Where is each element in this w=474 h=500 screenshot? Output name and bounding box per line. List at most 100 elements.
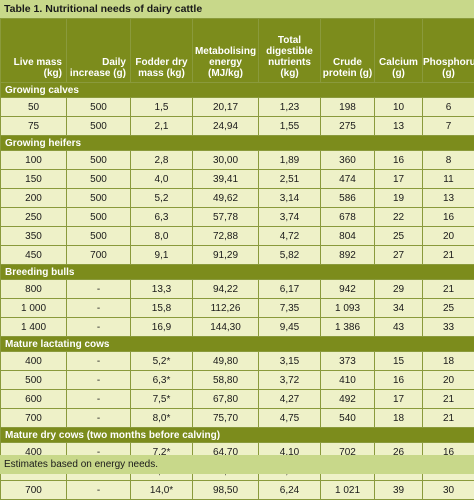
table-cell: 3,74 [259,208,321,227]
table-cell: 39,41 [193,170,259,189]
table-cell: 34 [375,299,423,318]
table-cell: 6 [423,98,474,117]
table-cell: 72,88 [193,227,259,246]
table-cell: - [67,390,131,409]
table-cell: 7 [423,117,474,136]
table-cell: 1,23 [259,98,321,117]
table-cell: 500 [67,117,131,136]
table-cell: 15 [375,352,423,371]
table-cell: - [67,352,131,371]
section-title: Growing calves [1,83,474,98]
table-cell: 25 [423,299,474,318]
table-cell: 6,3 [131,208,193,227]
table-cell: 112,26 [193,299,259,318]
table-cell: 2,1 [131,117,193,136]
section-title: Mature lactating cows [1,337,474,352]
table-cell: 75,70 [193,409,259,428]
table-cell: 2,8 [131,151,193,170]
table-cell: 4,75 [259,409,321,428]
section-header-row: Breeding bulls [1,265,474,280]
table-cell: 13,3 [131,280,193,299]
table-cell: 410 [321,371,375,390]
table-cell: 6,24 [259,481,321,500]
table-cell: 50 [1,98,67,117]
table-cell: 13 [375,117,423,136]
table-cell: 678 [321,208,375,227]
table-cell: 360 [321,151,375,170]
table-cell: 8 [423,151,474,170]
table-cell: 1 386 [321,318,375,337]
table-cell: 4,27 [259,390,321,409]
table-cell: 21 [423,390,474,409]
table-cell: 4,0 [131,170,193,189]
table-cell: 18 [375,409,423,428]
table-cell: 33 [423,318,474,337]
table-cell: 91,29 [193,246,259,265]
table-cell: 500 [67,227,131,246]
section-title: Mature dry cows (two months before calvi… [1,428,474,443]
table-cell: 700 [67,246,131,265]
table-title: Table 1. Nutritional needs of dairy catt… [0,0,474,18]
column-header: Live mass (kg) [1,19,67,83]
table-cell: 19 [375,189,423,208]
table-cell: 7,35 [259,299,321,318]
table-cell: 200 [1,189,67,208]
table-cell: 474 [321,170,375,189]
section-header-row: Mature dry cows (two months before calvi… [1,428,474,443]
section-header-row: Growing heifers [1,136,474,151]
table-cell: 49,80 [193,352,259,371]
table-cell: 14,0* [131,481,193,500]
section-title: Growing heifers [1,136,474,151]
table-cell: 100 [1,151,67,170]
table-cell: 7,5* [131,390,193,409]
column-header: Daily increase (g) [67,19,131,83]
table-cell: 6,3* [131,371,193,390]
table-cell: 94,22 [193,280,259,299]
table-cell: 3,15 [259,352,321,371]
table-cell: 400 [1,352,67,371]
table-cell: 9,45 [259,318,321,337]
table-cell: 43 [375,318,423,337]
table-cell: 98,50 [193,481,259,500]
table-cell: 500 [67,208,131,227]
table-cell: 942 [321,280,375,299]
table-cell: 18 [423,352,474,371]
header-row: Live mass (kg) Daily increase (g) Fodder… [1,19,474,83]
table-cell: 586 [321,189,375,208]
table-cell: 3,14 [259,189,321,208]
table-cell: - [67,299,131,318]
table-cell: 29 [375,280,423,299]
table-cell: 350 [1,227,67,246]
table-cell: 800 [1,280,67,299]
table-cell: 3,72 [259,371,321,390]
table-cell: 500 [67,151,131,170]
table-cell: 198 [321,98,375,117]
table-cell: 27 [375,246,423,265]
table-cell: 67,80 [193,390,259,409]
table-cell: 1,55 [259,117,321,136]
table-cell: 17 [375,390,423,409]
column-header: Calcium (g) [375,19,423,83]
table-cell: 8,0* [131,409,193,428]
table-cell: 20,17 [193,98,259,117]
table-cell: 57,78 [193,208,259,227]
table-cell: 5,82 [259,246,321,265]
table-cell: 21 [423,280,474,299]
table-cell: 21 [423,246,474,265]
table-cell: 373 [321,352,375,371]
table-cell: 49,62 [193,189,259,208]
table-cell: 150 [1,170,67,189]
table-cell: 500 [67,170,131,189]
table-cell: 39 [375,481,423,500]
table-cell: 450 [1,246,67,265]
